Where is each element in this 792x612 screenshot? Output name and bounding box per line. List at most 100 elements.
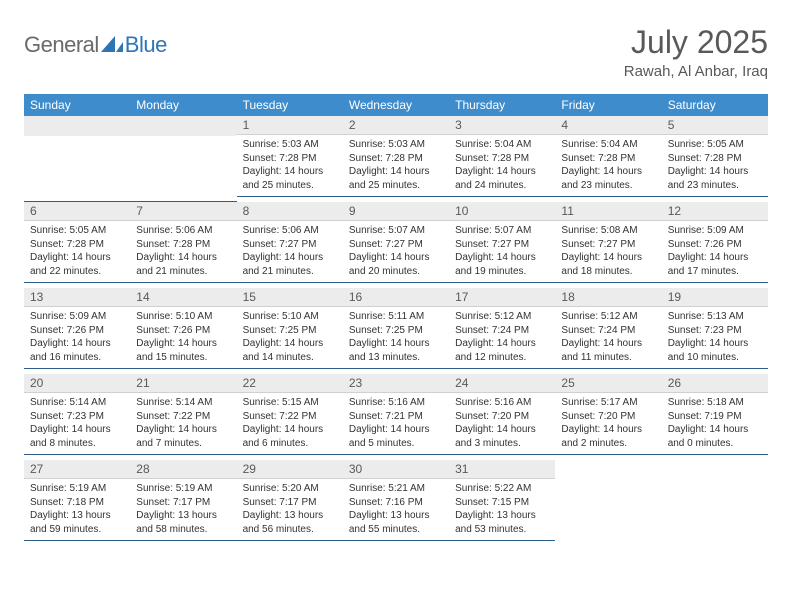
sunset-line: Sunset: 7:24 PM — [561, 324, 655, 338]
sunset-line: Sunset: 7:27 PM — [349, 238, 443, 252]
calendar-day-cell: 25Sunrise: 5:17 AMSunset: 7:20 PMDayligh… — [555, 374, 661, 460]
daylight-line: Daylight: 13 hours and 59 minutes. — [30, 509, 124, 536]
calendar-day-cell: 26Sunrise: 5:18 AMSunset: 7:19 PMDayligh… — [662, 374, 768, 460]
day-number: 25 — [555, 374, 661, 393]
calendar-day-cell: 11Sunrise: 5:08 AMSunset: 7:27 PMDayligh… — [555, 202, 661, 288]
daylight-line: Daylight: 14 hours and 21 minutes. — [243, 251, 337, 278]
calendar-day-cell: 27Sunrise: 5:19 AMSunset: 7:18 PMDayligh… — [24, 460, 130, 546]
calendar-day-cell — [555, 460, 661, 546]
calendar-table: SundayMondayTuesdayWednesdayThursdayFrid… — [24, 94, 768, 546]
sunrise-line: Sunrise: 5:13 AM — [668, 310, 762, 324]
calendar-day-cell: 15Sunrise: 5:10 AMSunset: 7:25 PMDayligh… — [237, 288, 343, 374]
day-details: Sunrise: 5:14 AMSunset: 7:22 PMDaylight:… — [130, 393, 236, 455]
daylight-line: Daylight: 14 hours and 21 minutes. — [136, 251, 230, 278]
calendar-week-row: 27Sunrise: 5:19 AMSunset: 7:18 PMDayligh… — [24, 460, 768, 546]
daylight-line: Daylight: 14 hours and 23 minutes. — [668, 165, 762, 192]
day-number: 30 — [343, 460, 449, 479]
calendar-day-cell: 22Sunrise: 5:15 AMSunset: 7:22 PMDayligh… — [237, 374, 343, 460]
sunrise-line: Sunrise: 5:05 AM — [30, 224, 124, 238]
empty-daynum — [130, 116, 236, 136]
daylight-line: Daylight: 14 hours and 14 minutes. — [243, 337, 337, 364]
daylight-line: Daylight: 14 hours and 18 minutes. — [561, 251, 655, 278]
day-number: 7 — [130, 202, 236, 221]
title-block: July 2025 Rawah, Al Anbar, Iraq — [624, 24, 768, 80]
sunrise-line: Sunrise: 5:16 AM — [455, 396, 549, 410]
sunset-line: Sunset: 7:15 PM — [455, 496, 549, 510]
calendar-day-cell: 3Sunrise: 5:04 AMSunset: 7:28 PMDaylight… — [449, 116, 555, 202]
day-number: 5 — [662, 116, 768, 135]
day-details: Sunrise: 5:10 AMSunset: 7:26 PMDaylight:… — [130, 307, 236, 369]
day-number: 13 — [24, 288, 130, 307]
day-details: Sunrise: 5:06 AMSunset: 7:27 PMDaylight:… — [237, 221, 343, 283]
sunrise-line: Sunrise: 5:06 AM — [243, 224, 337, 238]
sunrise-line: Sunrise: 5:18 AM — [668, 396, 762, 410]
day-details: Sunrise: 5:07 AMSunset: 7:27 PMDaylight:… — [343, 221, 449, 283]
daylight-line: Daylight: 14 hours and 6 minutes. — [243, 423, 337, 450]
day-number: 16 — [343, 288, 449, 307]
weekday-header: Monday — [130, 94, 236, 116]
sunrise-line: Sunrise: 5:15 AM — [243, 396, 337, 410]
sunset-line: Sunset: 7:23 PM — [668, 324, 762, 338]
sunrise-line: Sunrise: 5:04 AM — [561, 138, 655, 152]
day-number: 10 — [449, 202, 555, 221]
brand-sail-icon — [101, 36, 123, 54]
calendar-week-row: 13Sunrise: 5:09 AMSunset: 7:26 PMDayligh… — [24, 288, 768, 374]
day-details: Sunrise: 5:20 AMSunset: 7:17 PMDaylight:… — [237, 479, 343, 541]
day-details: Sunrise: 5:04 AMSunset: 7:28 PMDaylight:… — [449, 135, 555, 197]
header: General Blue July 2025 Rawah, Al Anbar, … — [24, 24, 768, 80]
daylight-line: Daylight: 13 hours and 56 minutes. — [243, 509, 337, 536]
calendar-day-cell: 20Sunrise: 5:14 AMSunset: 7:23 PMDayligh… — [24, 374, 130, 460]
sunset-line: Sunset: 7:22 PM — [243, 410, 337, 424]
empty-day — [130, 136, 236, 202]
daylight-line: Daylight: 14 hours and 12 minutes. — [455, 337, 549, 364]
day-number: 11 — [555, 202, 661, 221]
daylight-line: Daylight: 14 hours and 5 minutes. — [349, 423, 443, 450]
calendar-day-cell: 1Sunrise: 5:03 AMSunset: 7:28 PMDaylight… — [237, 116, 343, 202]
day-details: Sunrise: 5:17 AMSunset: 7:20 PMDaylight:… — [555, 393, 661, 455]
daylight-line: Daylight: 14 hours and 25 minutes. — [243, 165, 337, 192]
daylight-line: Daylight: 13 hours and 55 minutes. — [349, 509, 443, 536]
daylight-line: Daylight: 14 hours and 20 minutes. — [349, 251, 443, 278]
weekday-header: Wednesday — [343, 94, 449, 116]
day-number: 9 — [343, 202, 449, 221]
brand-text-2: Blue — [125, 32, 167, 58]
brand-logo: General Blue — [24, 32, 167, 58]
calendar-week-row: 20Sunrise: 5:14 AMSunset: 7:23 PMDayligh… — [24, 374, 768, 460]
daylight-line: Daylight: 14 hours and 8 minutes. — [30, 423, 124, 450]
day-number: 14 — [130, 288, 236, 307]
day-details: Sunrise: 5:22 AMSunset: 7:15 PMDaylight:… — [449, 479, 555, 541]
day-number: 27 — [24, 460, 130, 479]
day-number: 26 — [662, 374, 768, 393]
day-details: Sunrise: 5:19 AMSunset: 7:18 PMDaylight:… — [24, 479, 130, 541]
empty-day — [24, 136, 130, 202]
daylight-line: Daylight: 14 hours and 13 minutes. — [349, 337, 443, 364]
month-title: July 2025 — [624, 24, 768, 61]
sunrise-line: Sunrise: 5:11 AM — [349, 310, 443, 324]
sunset-line: Sunset: 7:20 PM — [455, 410, 549, 424]
calendar-week-row: 6Sunrise: 5:05 AMSunset: 7:28 PMDaylight… — [24, 202, 768, 288]
sunset-line: Sunset: 7:25 PM — [349, 324, 443, 338]
day-number: 15 — [237, 288, 343, 307]
daylight-line: Daylight: 14 hours and 11 minutes. — [561, 337, 655, 364]
calendar-day-cell: 7Sunrise: 5:06 AMSunset: 7:28 PMDaylight… — [130, 202, 236, 288]
day-details: Sunrise: 5:16 AMSunset: 7:20 PMDaylight:… — [449, 393, 555, 455]
daylight-line: Daylight: 14 hours and 19 minutes. — [455, 251, 549, 278]
calendar-day-cell: 4Sunrise: 5:04 AMSunset: 7:28 PMDaylight… — [555, 116, 661, 202]
calendar-day-cell: 21Sunrise: 5:14 AMSunset: 7:22 PMDayligh… — [130, 374, 236, 460]
sunset-line: Sunset: 7:17 PM — [136, 496, 230, 510]
daylight-line: Daylight: 14 hours and 2 minutes. — [561, 423, 655, 450]
day-number: 24 — [449, 374, 555, 393]
day-number: 20 — [24, 374, 130, 393]
calendar-day-cell: 14Sunrise: 5:10 AMSunset: 7:26 PMDayligh… — [130, 288, 236, 374]
sunset-line: Sunset: 7:26 PM — [668, 238, 762, 252]
day-number: 4 — [555, 116, 661, 135]
day-details: Sunrise: 5:12 AMSunset: 7:24 PMDaylight:… — [449, 307, 555, 369]
daylight-line: Daylight: 14 hours and 0 minutes. — [668, 423, 762, 450]
day-details: Sunrise: 5:03 AMSunset: 7:28 PMDaylight:… — [237, 135, 343, 197]
sunrise-line: Sunrise: 5:14 AM — [30, 396, 124, 410]
sunrise-line: Sunrise: 5:12 AM — [561, 310, 655, 324]
day-number: 6 — [24, 202, 130, 221]
calendar-day-cell — [662, 460, 768, 546]
daylight-line: Daylight: 14 hours and 10 minutes. — [668, 337, 762, 364]
sunset-line: Sunset: 7:28 PM — [668, 152, 762, 166]
